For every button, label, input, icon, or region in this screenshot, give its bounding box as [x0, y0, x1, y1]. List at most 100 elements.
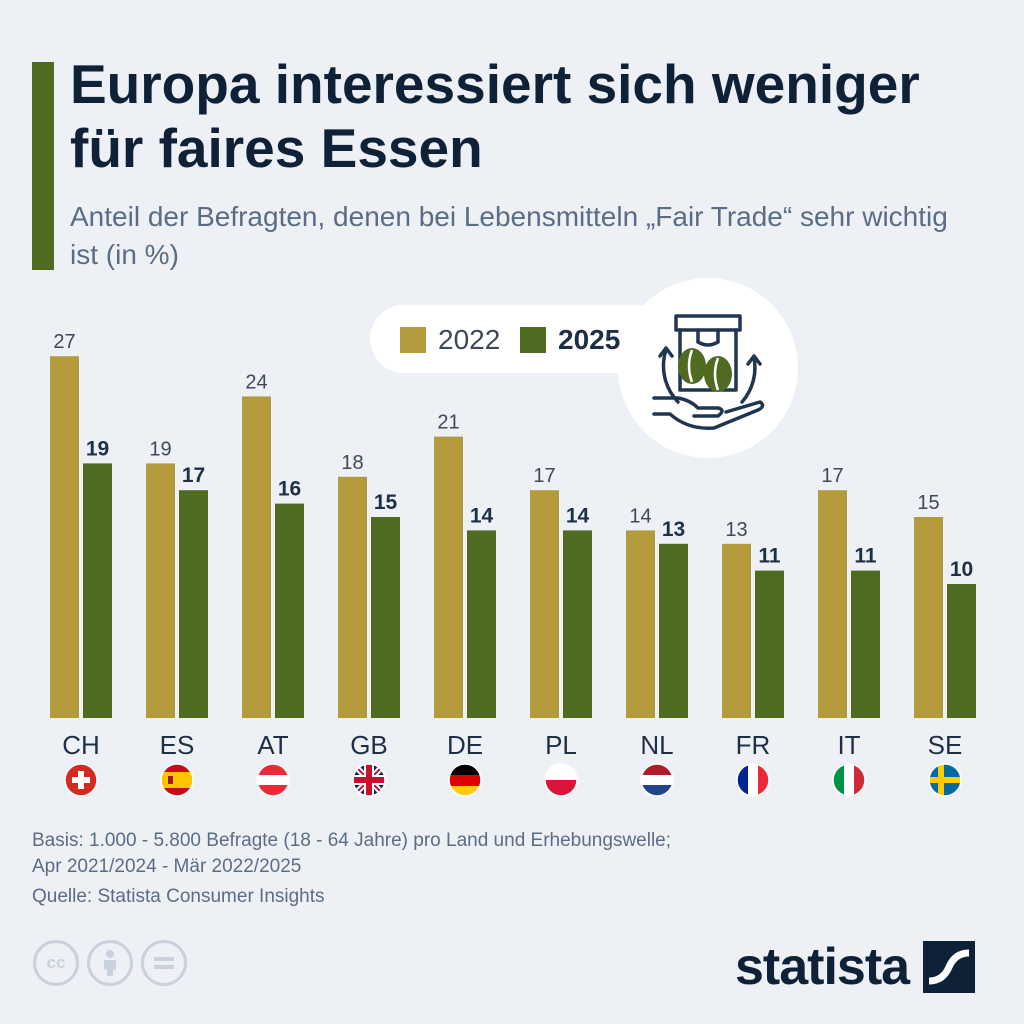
- flag-border: [544, 763, 578, 797]
- bar-2022-PL: [530, 490, 559, 718]
- value-label-2025-IT: 11: [854, 545, 877, 568]
- value-label-2022-ES: 19: [149, 438, 171, 460]
- value-label-2022-CH: 27: [53, 331, 75, 353]
- value-label-2022-IT: 17: [821, 465, 843, 487]
- category-label-SE: SE: [928, 730, 963, 760]
- flag-part: [168, 776, 173, 784]
- bar-2022-DE: [434, 436, 463, 718]
- flag-part: [641, 785, 673, 796]
- category-label-IT: IT: [837, 730, 860, 760]
- value-label-2022-NL: 14: [629, 505, 651, 527]
- bar-2022-NL: [626, 530, 655, 718]
- cc-icon[interactable]: cc: [33, 940, 79, 986]
- flag-switzerland-icon: [65, 764, 97, 796]
- flag-part: [929, 777, 961, 783]
- flag-border: [352, 763, 386, 797]
- bar-2025-IT: [851, 570, 880, 718]
- value-label-2025-AT: 16: [278, 478, 301, 501]
- value-label-2022-GB: 18: [341, 452, 363, 474]
- flag-part: [72, 777, 90, 783]
- bar-2022-GB: [338, 476, 367, 718]
- value-label-2025-ES: 17: [182, 464, 205, 487]
- legend: 2022 2025: [370, 305, 670, 373]
- flag-part: [854, 764, 865, 796]
- license-icons: cc: [33, 940, 187, 986]
- flag-border: [256, 763, 290, 797]
- value-label-2025-PL: 14: [566, 504, 590, 527]
- flag-part: [257, 775, 289, 785]
- bars-group: 27 19 CH 19 17 ES 24 16 AT 18 15 GB 21 14 DE 17 14 PL 14 13…: [50, 331, 976, 797]
- flag-netherlands-icon: [641, 764, 673, 796]
- category-label-DE: DE: [447, 730, 483, 760]
- bar-2025-SE: [947, 584, 976, 718]
- flag-part: [449, 786, 481, 796]
- value-label-2022-SE: 15: [917, 492, 939, 514]
- flag-part: [844, 764, 854, 796]
- bar-2022-CH: [50, 356, 79, 718]
- value-label-2025-CH: 19: [86, 437, 109, 460]
- flag-france-icon: [737, 764, 769, 796]
- legend-label-2025: 2025: [558, 324, 621, 355]
- accent-bar: [32, 62, 54, 270]
- bar-2025-FR: [755, 570, 784, 718]
- value-label-2025-GB: 15: [374, 491, 398, 514]
- category-label-PL: PL: [545, 730, 577, 760]
- category-label-NL: NL: [640, 730, 673, 760]
- legend-item-2025: 2025: [520, 324, 621, 355]
- fair-trade-coffee-icon: [618, 278, 798, 458]
- fair-trade-coffee-svg: [652, 314, 765, 430]
- bar-2025-ES: [179, 490, 208, 718]
- category-label-CH: CH: [62, 730, 100, 760]
- bar-2025-DE: [467, 530, 496, 718]
- no-derivatives-icon[interactable]: [141, 940, 187, 986]
- bar-2022-AT: [242, 396, 271, 718]
- flag-part: [545, 780, 577, 796]
- flag-border: [448, 763, 482, 797]
- value-label-2025-FR: 11: [758, 545, 781, 568]
- legend-label-2022: 2022: [438, 324, 501, 355]
- flag-part: [641, 764, 673, 775]
- footnote-line-1: Basis: 1.000 - 5.800 Befragte (18 - 64 J…: [32, 830, 672, 851]
- category-label-AT: AT: [257, 730, 288, 760]
- statista-logo[interactable]: statista: [735, 935, 976, 999]
- flag-part: [545, 764, 577, 780]
- source-note: Quelle: Statista Consumer Insights: [32, 886, 325, 907]
- value-label-2022-PL: 17: [533, 465, 555, 487]
- flag-poland-icon: [545, 764, 577, 796]
- flag-austria-icon: [257, 764, 289, 796]
- flag-spain-icon: [161, 764, 193, 796]
- value-label-2022-AT: 24: [245, 371, 267, 393]
- bar-2025-GB: [371, 517, 400, 718]
- chart-title: Europa interessiert sich weniger für fai…: [70, 53, 920, 179]
- bar-2025-AT: [275, 503, 304, 718]
- flag-border: [160, 763, 194, 797]
- bar-2022-IT: [818, 490, 847, 718]
- attribution-icon[interactable]: [87, 940, 133, 986]
- value-label-2022-DE: 21: [437, 412, 459, 434]
- flag-border: [736, 763, 770, 797]
- bar-2022-SE: [914, 517, 943, 718]
- flag-border: [928, 763, 962, 797]
- flag-part: [353, 777, 385, 783]
- flag-part: [833, 764, 844, 796]
- footnote-line-2: Apr 2021/2024 - Mär 2022/2025: [32, 856, 302, 877]
- value-label-2025-SE: 10: [950, 558, 973, 581]
- legend-swatch-2022: [400, 327, 426, 353]
- flag-part: [758, 764, 769, 796]
- value-label-2025-NL: 13: [662, 518, 685, 541]
- value-label-2022-FR: 13: [725, 519, 747, 541]
- flag-sweden-icon: [929, 764, 961, 796]
- flag-part: [641, 775, 673, 785]
- flag-part: [748, 764, 758, 796]
- category-label-GB: GB: [350, 730, 388, 760]
- logo-text: statista: [735, 938, 910, 996]
- footnote: Basis: 1.000 - 5.800 Befragte (18 - 64 J…: [32, 828, 932, 880]
- chart-subtitle: Anteil der Befragten, denen bei Lebensmi…: [70, 201, 948, 270]
- flag-part: [161, 772, 193, 788]
- legend-swatch-2025: [520, 327, 546, 353]
- flag-italy-icon: [833, 764, 865, 796]
- bar-2025-PL: [563, 530, 592, 718]
- flag-part: [737, 764, 748, 796]
- flag-part: [449, 775, 481, 786]
- flag-border: [640, 763, 674, 797]
